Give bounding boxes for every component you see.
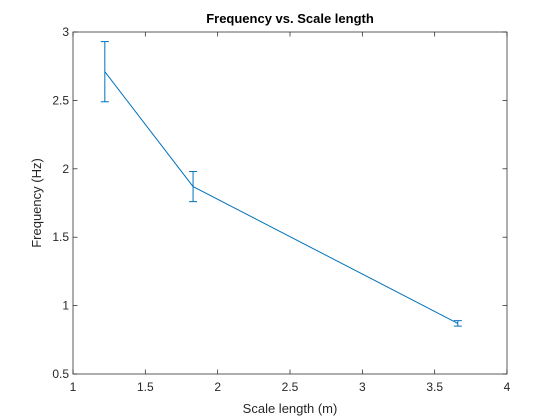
x-tick-label: 1.5	[137, 380, 154, 394]
ticks-layer: 1 1.5 2 2.5 3 3.5 40.511.522.53	[52, 25, 510, 394]
x-tick-label: 2	[214, 380, 221, 394]
y-tick-label: 0.5	[52, 367, 69, 381]
chart-title: Frequency vs. Scale length	[206, 11, 374, 26]
error-bar	[100, 41, 109, 103]
y-tick-label: 3	[62, 25, 69, 39]
x-tick-label: 3	[359, 380, 366, 394]
x-axis-label: Scale length (m)	[243, 401, 338, 416]
error-bar	[189, 171, 198, 203]
y-tick-label: 1	[62, 299, 69, 313]
y-tick-label: 2	[62, 162, 69, 176]
y-tick-label: 2.5	[52, 93, 69, 107]
x-tick-label: 1	[70, 380, 77, 394]
y-tick-label: 1.5	[52, 230, 69, 244]
error-bar	[453, 320, 462, 327]
x-tick-label: 2.5	[282, 380, 299, 394]
plot-area	[73, 32, 507, 374]
series-layer	[100, 41, 462, 327]
y-axis-label: Frequency (Hz)	[29, 158, 44, 248]
x-tick-label: 4	[504, 380, 511, 394]
x-tick-label: 3.5	[426, 380, 443, 394]
